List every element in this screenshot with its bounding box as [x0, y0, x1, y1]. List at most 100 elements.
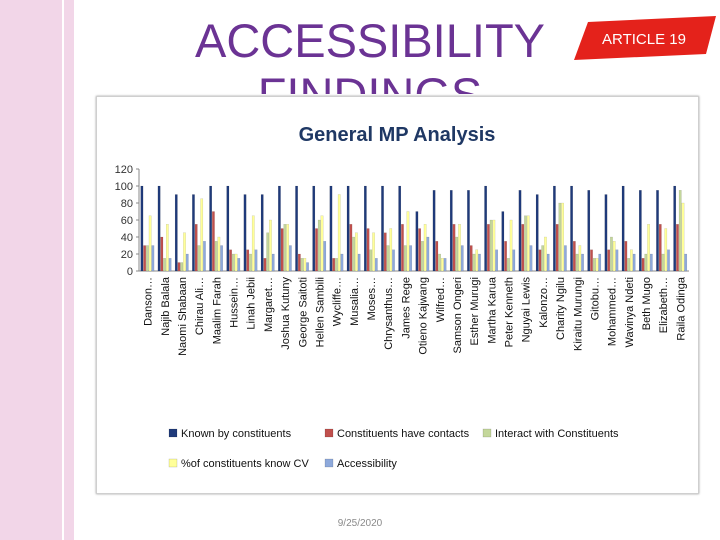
x-category-label: Peter Kenneth: [504, 277, 516, 347]
bar: [458, 224, 461, 272]
bar: [538, 249, 542, 272]
bar: [266, 232, 270, 272]
bar: [507, 258, 510, 272]
bar: [163, 258, 166, 272]
x-category-label: Naomi Shabaan: [177, 277, 189, 356]
bar: [475, 249, 479, 272]
bar: [271, 253, 275, 272]
legend-swatch: [168, 428, 178, 438]
x-category-label: Gitobu…: [589, 277, 601, 320]
x-category-label: Wilfred…: [435, 277, 447, 322]
bar: [627, 258, 630, 272]
y-tick-label: 60: [121, 215, 133, 227]
bar: [558, 202, 562, 272]
article19-logo: ARTICLE 19: [574, 16, 716, 60]
legend-label: %of constituents know CV: [181, 458, 309, 470]
bar: [587, 190, 591, 272]
bar: [676, 224, 679, 272]
bar: [472, 253, 476, 272]
legend-swatch: [324, 458, 334, 468]
bar: [581, 253, 584, 272]
bar: [323, 241, 327, 272]
bar: [443, 258, 447, 272]
bar: [455, 236, 459, 272]
bar: [406, 211, 410, 272]
bar: [509, 219, 513, 272]
bar: [432, 190, 436, 272]
bar: [263, 258, 267, 272]
legend-label: Accessibility: [337, 458, 397, 470]
bar: [492, 219, 496, 272]
bar: [607, 249, 611, 272]
bar: [681, 202, 685, 272]
bar: [541, 245, 545, 272]
bar: [140, 185, 144, 272]
x-category-label: Danson…: [143, 277, 155, 326]
bar: [249, 253, 252, 272]
x-category-label: Kiraitu Murungi: [572, 277, 584, 351]
bar: [298, 253, 301, 272]
bar: [369, 249, 373, 272]
bar: [332, 258, 336, 272]
bar: [289, 245, 292, 272]
bar: [229, 249, 232, 272]
x-category-label: Joshua Kutuny: [280, 277, 292, 350]
bar: [460, 245, 464, 272]
bar: [251, 215, 255, 272]
bar: [478, 253, 481, 272]
bar: [535, 194, 539, 272]
bar: [143, 245, 146, 272]
x-category-label: Musalia…: [349, 277, 361, 326]
bar: [401, 224, 404, 272]
bar: [555, 224, 559, 272]
bar: [598, 253, 602, 272]
bar: [650, 253, 653, 272]
bar: [340, 253, 344, 272]
bar: [612, 241, 616, 272]
y-tick-label: 0: [127, 266, 133, 278]
bar: [312, 185, 316, 272]
bar: [349, 224, 353, 272]
bar: [526, 215, 530, 272]
x-category-label: Samson Ongeri: [452, 277, 464, 353]
bar: [561, 202, 564, 272]
bar: [234, 253, 238, 272]
bar: [280, 228, 284, 272]
bar: [484, 185, 487, 272]
bar: [148, 215, 152, 272]
y-tick-label: 20: [121, 249, 133, 261]
x-category-label: Chrysanthus…: [383, 277, 395, 350]
x-category-label: Wycliffe…: [332, 277, 344, 326]
bar: [469, 245, 473, 272]
bar: [615, 249, 619, 272]
x-category-label: Maalim Farah: [211, 277, 223, 344]
y-tick-label: 40: [121, 232, 133, 244]
bar: [157, 185, 161, 272]
bar: [639, 190, 642, 272]
bar: [573, 241, 576, 272]
bar: [418, 228, 421, 272]
bar: [564, 245, 567, 272]
bar: [200, 198, 204, 272]
x-category-label: Otieno Kajwang: [418, 277, 430, 355]
bar: [403, 245, 407, 272]
bar: [315, 228, 318, 272]
bar: [197, 245, 201, 272]
bar: [306, 262, 309, 272]
bar: [658, 224, 662, 272]
bar: [570, 185, 573, 272]
bar: [329, 185, 333, 272]
bar: [185, 253, 189, 272]
bar: [203, 241, 206, 272]
bar: [489, 219, 493, 272]
legend-label: Known by constituents: [181, 428, 292, 440]
x-category-label: Raila Odinga: [675, 276, 687, 340]
bar: [630, 249, 633, 272]
bar: [644, 253, 648, 272]
bar: [168, 258, 172, 272]
x-category-label: Nguyai Lewis: [521, 277, 533, 343]
bar: [146, 245, 149, 272]
chart-title: General MP Analysis: [299, 124, 496, 146]
bar: [389, 228, 393, 272]
x-category-label: Esther Murugi: [469, 277, 481, 345]
